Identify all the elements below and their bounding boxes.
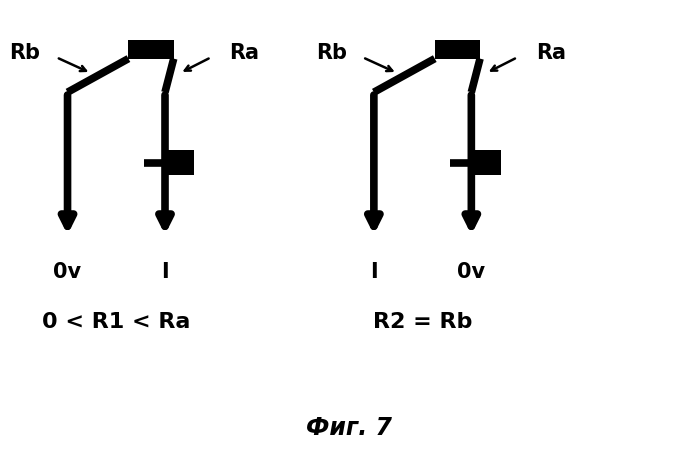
Text: R2 = Rb: R2 = Rb [373,312,473,332]
FancyBboxPatch shape [168,150,194,175]
Text: 0v: 0v [457,262,485,282]
FancyBboxPatch shape [474,150,500,175]
Text: Rb: Rb [316,43,347,63]
Text: I: I [370,262,377,282]
FancyBboxPatch shape [129,40,174,58]
Text: 0v: 0v [53,262,82,282]
Text: I: I [161,262,169,282]
Text: Ra: Ra [536,43,566,63]
Text: Ra: Ra [229,43,259,63]
Text: 0 < R1 < Ra: 0 < R1 < Ra [42,312,190,332]
Text: Rb: Rb [9,43,41,63]
FancyBboxPatch shape [435,40,480,58]
Text: Фиг. 7: Фиг. 7 [306,416,393,441]
